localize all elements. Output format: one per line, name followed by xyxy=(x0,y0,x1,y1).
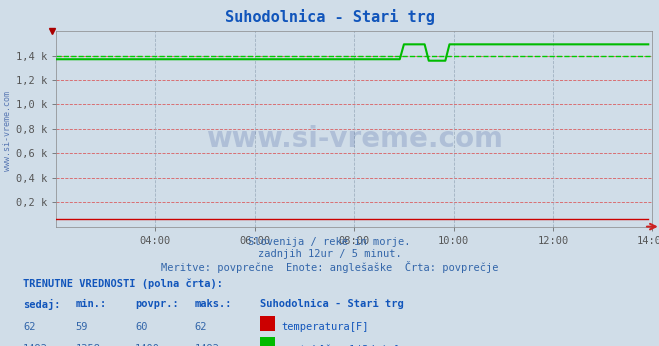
Text: www.si-vreme.com: www.si-vreme.com xyxy=(206,125,503,153)
Text: Suhodolnica - Stari trg: Suhodolnica - Stari trg xyxy=(225,9,434,25)
Text: Slovenija / reke in morje.: Slovenija / reke in morje. xyxy=(248,237,411,247)
Text: zadnjih 12ur / 5 minut.: zadnjih 12ur / 5 minut. xyxy=(258,249,401,259)
Text: www.si-vreme.com: www.si-vreme.com xyxy=(3,91,13,172)
Text: 1492: 1492 xyxy=(194,344,219,346)
Text: pretok[čevelj3/min]: pretok[čevelj3/min] xyxy=(281,344,400,346)
Text: 62: 62 xyxy=(23,322,36,332)
Text: 1358: 1358 xyxy=(76,344,101,346)
Text: povpr.:: povpr.: xyxy=(135,299,179,309)
Text: 62: 62 xyxy=(194,322,207,332)
Text: Meritve: povprečne  Enote: anglešaške  Črta: povprečje: Meritve: povprečne Enote: anglešaške Črt… xyxy=(161,261,498,273)
Text: 59: 59 xyxy=(76,322,88,332)
Text: Suhodolnica - Stari trg: Suhodolnica - Stari trg xyxy=(260,299,404,309)
Text: maks.:: maks.: xyxy=(194,299,232,309)
Text: 1492: 1492 xyxy=(23,344,48,346)
Text: sedaj:: sedaj: xyxy=(23,299,61,310)
Text: temperatura[F]: temperatura[F] xyxy=(281,322,369,332)
Text: TRENUTNE VREDNOSTI (polna črta):: TRENUTNE VREDNOSTI (polna črta): xyxy=(23,279,223,289)
Text: min.:: min.: xyxy=(76,299,107,309)
Text: 60: 60 xyxy=(135,322,148,332)
Text: 1400: 1400 xyxy=(135,344,160,346)
